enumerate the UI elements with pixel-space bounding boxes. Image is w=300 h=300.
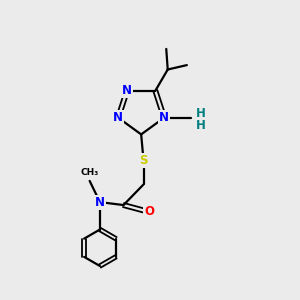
Text: N: N (95, 196, 105, 208)
Text: H: H (196, 107, 206, 120)
Text: N: N (122, 84, 132, 97)
Text: CH₃: CH₃ (80, 168, 99, 177)
Text: H: H (196, 119, 206, 133)
Text: N: N (113, 111, 123, 124)
Text: N: N (159, 111, 169, 124)
Text: S: S (139, 154, 148, 167)
Text: O: O (144, 205, 154, 218)
